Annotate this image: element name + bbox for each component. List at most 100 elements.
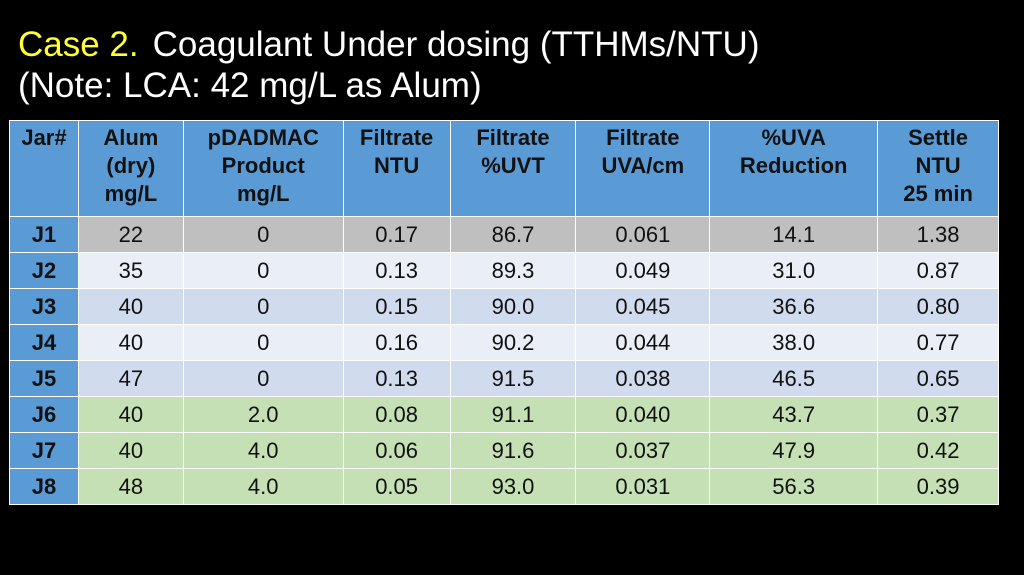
table-row: J8 48 4.0 0.05 93.0 0.031 56.3 0.39 <box>9 468 999 505</box>
cell: 38.0 <box>709 324 879 361</box>
table-row: J6 40 2.0 0.08 91.1 0.040 43.7 0.37 <box>9 396 999 433</box>
note: (Note: LCA: 42 mg/L as Alum) <box>18 66 482 105</box>
header-line: %UVA <box>761 125 826 150</box>
header-cell: Settle NTU 25 min <box>877 120 999 217</box>
jar-cell: J1 <box>9 216 79 253</box>
cell: 0.17 <box>342 216 451 253</box>
data-table: Jar# Alum (dry) mg/L pDADMAC Product mg/L Filtr… <box>9 120 999 505</box>
header-line: UVA/cm <box>601 153 685 178</box>
cell: 47 <box>77 360 184 397</box>
cell: 0.13 <box>342 252 451 289</box>
cell: 0.15 <box>342 288 451 325</box>
cell: 0.13 <box>342 360 451 397</box>
cell: 22 <box>77 216 184 253</box>
header-line: Jar# <box>21 125 67 150</box>
cell: 0.16 <box>342 324 451 361</box>
header-line: 25 min <box>903 181 973 206</box>
cell: 0.061 <box>575 216 711 253</box>
cell: 0.06 <box>342 432 451 469</box>
cell: 0.08 <box>342 396 451 433</box>
header-cell: Filtrate %UVT <box>449 120 577 217</box>
header-line: NTU <box>374 153 420 178</box>
header-cell: Alum (dry) mg/L <box>77 120 184 217</box>
table-row: J7 40 4.0 0.06 91.6 0.037 47.9 0.42 <box>9 432 999 469</box>
table-row: J5 47 0 0.13 91.5 0.038 46.5 0.65 <box>9 360 999 397</box>
jar-cell: J7 <box>9 432 79 469</box>
cell: 40 <box>77 396 184 433</box>
header-cell: Filtrate NTU <box>342 120 451 217</box>
jar-cell: J4 <box>9 324 79 361</box>
cell: 0.045 <box>575 288 711 325</box>
header-line: Filtrate <box>476 125 550 150</box>
cell: 0 <box>182 216 344 253</box>
header-line: Alum <box>103 125 159 150</box>
jar-cell: J5 <box>9 360 79 397</box>
heading: Coagulant Under dosing (TTHMs/NTU) <box>152 25 760 64</box>
cell: 86.7 <box>449 216 577 253</box>
cell: 90.0 <box>449 288 577 325</box>
cell: 0.044 <box>575 324 711 361</box>
cell: 14.1 <box>709 216 879 253</box>
cell: 0.037 <box>575 432 711 469</box>
cell: 0.65 <box>877 360 999 397</box>
table-row: J1 22 0 0.17 86.7 0.061 14.1 1.38 <box>9 216 999 253</box>
header-line: mg/L <box>236 181 290 206</box>
header-line: Product <box>221 153 305 178</box>
cell: 0.77 <box>877 324 999 361</box>
cell: 35 <box>77 252 184 289</box>
cell: 48 <box>77 468 184 505</box>
header-cell: pDADMAC Product mg/L <box>182 120 344 217</box>
cell: 93.0 <box>449 468 577 505</box>
cell: 91.5 <box>449 360 577 397</box>
header-cell: Jar# <box>9 120 79 217</box>
table-row: J3 40 0 0.15 90.0 0.045 36.6 0.80 <box>9 288 999 325</box>
header-row: Jar# Alum (dry) mg/L pDADMAC Product mg/L Filtr… <box>9 120 999 217</box>
cell: 36.6 <box>709 288 879 325</box>
table-row: J2 35 0 0.13 89.3 0.049 31.0 0.87 <box>9 252 999 289</box>
header-line: Reduction <box>739 153 848 178</box>
header-line: pDADMAC <box>207 125 319 150</box>
cell: 91.1 <box>449 396 577 433</box>
cell: 43.7 <box>709 396 879 433</box>
cell: 0.049 <box>575 252 711 289</box>
cell: 0.031 <box>575 468 711 505</box>
header-line: (dry) <box>106 153 156 178</box>
cell: 0 <box>182 288 344 325</box>
cell: 40 <box>77 288 184 325</box>
cell: 0.040 <box>575 396 711 433</box>
cell: 40 <box>77 324 184 361</box>
cell: 40 <box>77 432 184 469</box>
header-line: NTU <box>915 153 961 178</box>
jar-cell: J3 <box>9 288 79 325</box>
header-cell: Filtrate UVA/cm <box>575 120 711 217</box>
cell: 0.42 <box>877 432 999 469</box>
jar-cell: J8 <box>9 468 79 505</box>
cell: 91.6 <box>449 432 577 469</box>
jar-cell: J6 <box>9 396 79 433</box>
cell: 0.05 <box>342 468 451 505</box>
cell: 0.87 <box>877 252 999 289</box>
cell: 0.39 <box>877 468 999 505</box>
cell: 0.37 <box>877 396 999 433</box>
cell: 2.0 <box>182 396 344 433</box>
cell: 89.3 <box>449 252 577 289</box>
cell: 0.80 <box>877 288 999 325</box>
cell: 46.5 <box>709 360 879 397</box>
cell: 0 <box>182 360 344 397</box>
header-line: %UVT <box>481 153 545 178</box>
cell: 0 <box>182 252 344 289</box>
cell: 4.0 <box>182 468 344 505</box>
header-line: mg/L <box>104 181 158 206</box>
header-line: Settle <box>908 125 969 150</box>
cell: 56.3 <box>709 468 879 505</box>
header-cell: %UVA Reduction <box>709 120 879 217</box>
table-row: J4 40 0 0.16 90.2 0.044 38.0 0.77 <box>9 324 999 361</box>
title: Case 2. Coagulant Under dosing (TTHMs/NTU… <box>18 24 760 106</box>
cell: 31.0 <box>709 252 879 289</box>
jar-cell: J2 <box>9 252 79 289</box>
header-line: Filtrate <box>606 125 680 150</box>
case-label: Case 2. <box>18 25 139 64</box>
cell: 1.38 <box>877 216 999 253</box>
cell: 4.0 <box>182 432 344 469</box>
